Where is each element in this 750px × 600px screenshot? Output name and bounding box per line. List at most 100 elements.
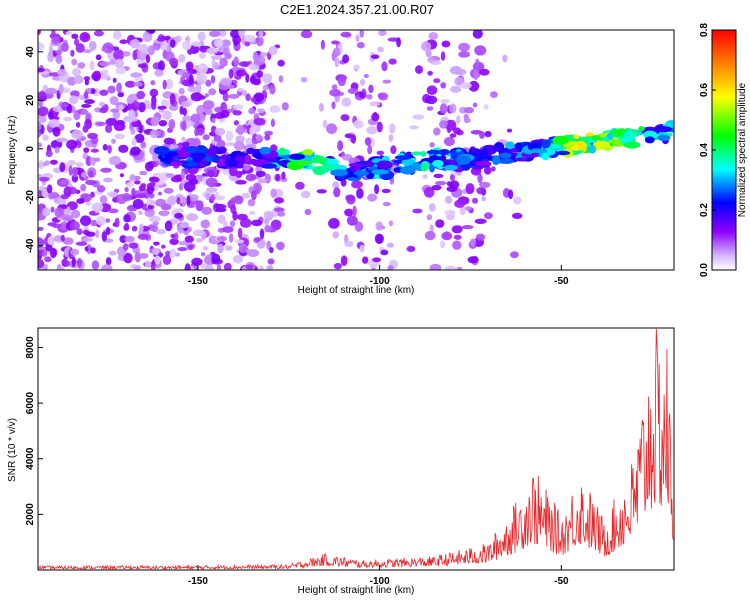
spectrogram-cell (60, 194, 70, 200)
spectrogram-cell (251, 190, 257, 201)
spectrogram-cell (255, 187, 261, 195)
spectrogram-cell (100, 167, 112, 173)
spectrogram-cell (266, 265, 274, 270)
spectrogram-cell (233, 39, 238, 47)
spectrogram-cell (155, 130, 161, 135)
spectrogram-cell (107, 208, 119, 214)
spectrogram-ridge-cell (615, 129, 622, 137)
spectrogram-cell (352, 205, 357, 217)
spectrogram-cell (326, 123, 338, 134)
spectrogram-cell (81, 171, 87, 178)
spectrogram-cell (71, 256, 76, 268)
spectrogram-cell (344, 240, 354, 248)
spectrogram-cell (151, 99, 157, 111)
spectrogram-cell (163, 187, 174, 194)
spectrogram-cell (329, 88, 341, 97)
x-tick-label: -150 (188, 576, 208, 587)
spectrogram-cell (396, 37, 401, 48)
spectrogram-cell (196, 238, 204, 243)
spectrogram-ridge-cell (220, 154, 230, 160)
spectrogram-cell (479, 181, 491, 188)
spectrogram-cell (241, 192, 251, 199)
spectrogram-cell (233, 56, 240, 67)
spectrogram-cell (267, 258, 275, 265)
spectrogram-cell (202, 100, 215, 110)
spectrogram-cell (233, 120, 239, 126)
spectrogram-cell (277, 59, 285, 67)
spectrogram-y-ticks: -40 -20 0 20 40 (25, 46, 43, 253)
spectrogram-cell (465, 183, 475, 194)
spectrogram-cell (188, 74, 194, 85)
spectrogram-cell (490, 166, 496, 172)
spectrogram-cell (175, 252, 181, 257)
spectrogram-cell (112, 30, 122, 40)
spectrogram-cell (346, 215, 358, 226)
spectrogram-cell (44, 160, 50, 166)
spectrogram-cell (95, 121, 107, 126)
spectrogram-cell (356, 188, 364, 199)
spectrogram-cell (332, 181, 340, 189)
spectrogram-ridge-cell (296, 160, 313, 166)
spectrogram-cell (215, 207, 227, 213)
spectrogram-cell (344, 208, 354, 217)
spectrogram-cell (89, 60, 95, 71)
spectrogram-cell (162, 255, 172, 265)
spectrogram-cell (70, 248, 79, 256)
spectrogram-cell (433, 127, 441, 136)
spectrogram-cell (38, 68, 45, 73)
spectrogram-cell (204, 93, 209, 98)
spectrogram-cell (187, 194, 199, 202)
spectrogram-cell (151, 224, 159, 233)
spectrogram-ridge-cell (623, 130, 636, 140)
spectrogram-cell (48, 192, 55, 200)
spectrogram-cell (61, 259, 70, 267)
spectrogram-ridge-cell (207, 147, 218, 157)
spectrogram-cell (80, 183, 87, 192)
spectrogram-cell (38, 106, 49, 117)
spectrogram-cell (154, 183, 159, 192)
spectrogram-cell (174, 212, 184, 219)
spectrogram-cell (359, 30, 364, 38)
spectrogram-cell (95, 54, 102, 61)
spectrogram-cell (205, 79, 212, 87)
spectrogram-cell (82, 49, 92, 54)
spectrogram-cell (83, 76, 91, 81)
spectrogram-cell (184, 181, 196, 193)
spectrogram-cell (364, 137, 372, 146)
spectrogram-cell (105, 257, 112, 266)
spectrogram-cell (458, 51, 470, 58)
spectrogram-cell (139, 253, 149, 259)
spectrogram-cell (123, 224, 130, 231)
spectrogram-cell (144, 161, 154, 172)
spectrogram-cell (222, 226, 234, 233)
spectrogram-cell (388, 134, 394, 142)
spectrogram-ridge-cell (244, 154, 252, 163)
spectrogram-cell (429, 142, 435, 148)
spectrogram-cell (473, 69, 479, 81)
spectrogram-cell (237, 87, 244, 93)
spectrogram-image (38, 30, 674, 270)
spectrogram-cell (149, 199, 156, 206)
spectrogram-cell (479, 68, 490, 76)
spectrogram-cell (205, 177, 218, 188)
spectrogram-ridge-cell (570, 145, 581, 151)
spectrogram-cell (138, 123, 143, 134)
spectrogram-cell (409, 125, 419, 130)
spectrogram-cell (380, 249, 389, 256)
spectrogram-cell (331, 40, 339, 45)
spectrogram-cell (68, 165, 73, 176)
spectrogram-cell (433, 173, 444, 179)
spectrogram-ridge-cell (499, 152, 512, 159)
spectrogram-cell (122, 193, 132, 202)
spectrogram-cell (50, 37, 62, 44)
spectrogram-cell (211, 253, 221, 264)
spectrogram-ridge-cell (224, 157, 239, 168)
spectrogram-cell (182, 107, 187, 117)
spectrogram-cell (118, 104, 124, 111)
spectrogram-cell (114, 58, 125, 68)
spectrogram-ridge-cell (363, 160, 375, 168)
spectrogram-cell (177, 247, 188, 252)
y-tick-label: 20 (25, 94, 36, 106)
spectrogram-cell (445, 195, 453, 204)
spectrogram-cell (57, 266, 65, 270)
